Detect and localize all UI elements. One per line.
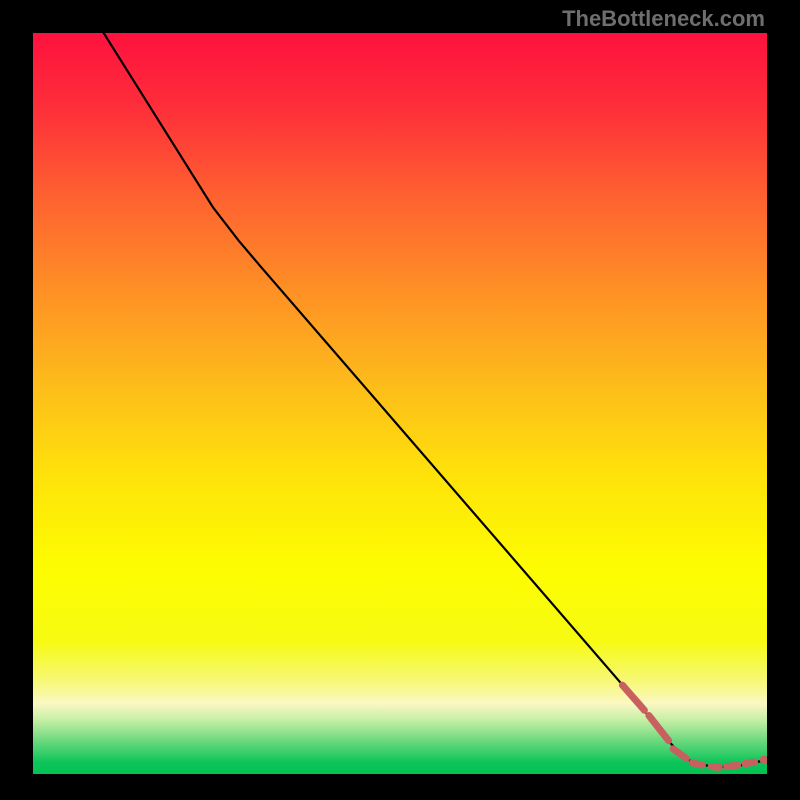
highlight-dash-2 bbox=[673, 749, 686, 759]
watermark-text: TheBottleneck.com bbox=[562, 6, 765, 32]
chart-overlay-svg bbox=[33, 33, 767, 774]
highlight-dash-5 bbox=[727, 765, 738, 766]
highlight-dash-4 bbox=[711, 767, 719, 768]
highlight-dash-6 bbox=[745, 762, 755, 763]
main-curve bbox=[99, 33, 767, 767]
highlight-end-dot bbox=[760, 756, 767, 765]
highlight-dash-3 bbox=[692, 763, 702, 765]
highlight-dash-1 bbox=[649, 715, 669, 740]
highlight-dash-0 bbox=[622, 685, 644, 710]
chart-plot-area bbox=[33, 33, 767, 774]
